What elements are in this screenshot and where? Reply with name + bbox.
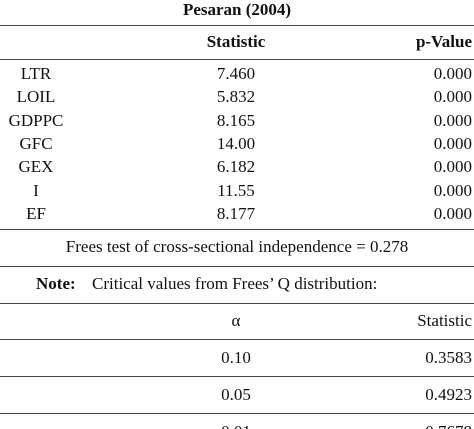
rule bbox=[0, 25, 474, 26]
statistic-cell: 7.460 bbox=[216, 64, 256, 83]
rule bbox=[0, 303, 474, 304]
statistic-cell: 11.55 bbox=[217, 180, 255, 200]
note-label: Note: bbox=[36, 274, 76, 293]
p-value-cell: 0.000 bbox=[433, 203, 472, 223]
p-value-cell: 0.000 bbox=[433, 64, 472, 83]
statistic-cell: 14.00 bbox=[216, 133, 256, 153]
column-header: Statistic bbox=[417, 311, 472, 330]
column-header: α bbox=[231, 311, 241, 330]
alpha-cell: 0.05 bbox=[221, 385, 251, 404]
rule bbox=[0, 266, 474, 267]
p-value-cell: 0.000 bbox=[433, 87, 472, 107]
alpha-cell: 0.10 bbox=[221, 348, 251, 367]
row-label: GFC bbox=[19, 133, 53, 153]
statistic-cell: 6.182 bbox=[216, 157, 256, 177]
row-label: I bbox=[33, 180, 39, 200]
rule bbox=[0, 413, 474, 414]
row-label: LOIL bbox=[16, 87, 56, 107]
p-value-cell: 0.000 bbox=[433, 157, 472, 177]
rule bbox=[0, 376, 474, 377]
column-header: p-Value bbox=[415, 32, 472, 51]
p-value-cell: 0.000 bbox=[433, 180, 472, 200]
critical-value-cell: 0.4923 bbox=[425, 385, 472, 404]
table-title: Pesaran (2004) bbox=[182, 0, 292, 19]
row-label: GDPPC bbox=[8, 110, 64, 130]
critical-value-cell: 0.7678 bbox=[425, 422, 472, 429]
frees-test: Frees test of cross-sectional independen… bbox=[65, 237, 409, 256]
critical-value-cell: 0.3583 bbox=[425, 348, 472, 367]
row-label: GEX bbox=[18, 157, 54, 177]
column-header: Statistic bbox=[206, 32, 266, 51]
statistic-cell: 8.165 bbox=[216, 110, 256, 130]
note-text: Critical values from Frees’ Q distributi… bbox=[92, 274, 378, 293]
row-label: EF bbox=[26, 203, 46, 223]
rule bbox=[0, 229, 474, 230]
rule bbox=[0, 339, 474, 340]
p-value-cell: 0.000 bbox=[433, 110, 472, 130]
alpha-cell: 0.01 bbox=[221, 422, 251, 429]
row-label: LTR bbox=[20, 64, 52, 83]
p-value-cell: 0.000 bbox=[433, 133, 472, 153]
statistic-cell: 8.177 bbox=[216, 203, 256, 223]
rule bbox=[0, 59, 474, 60]
statistic-cell: 5.832 bbox=[216, 87, 256, 107]
